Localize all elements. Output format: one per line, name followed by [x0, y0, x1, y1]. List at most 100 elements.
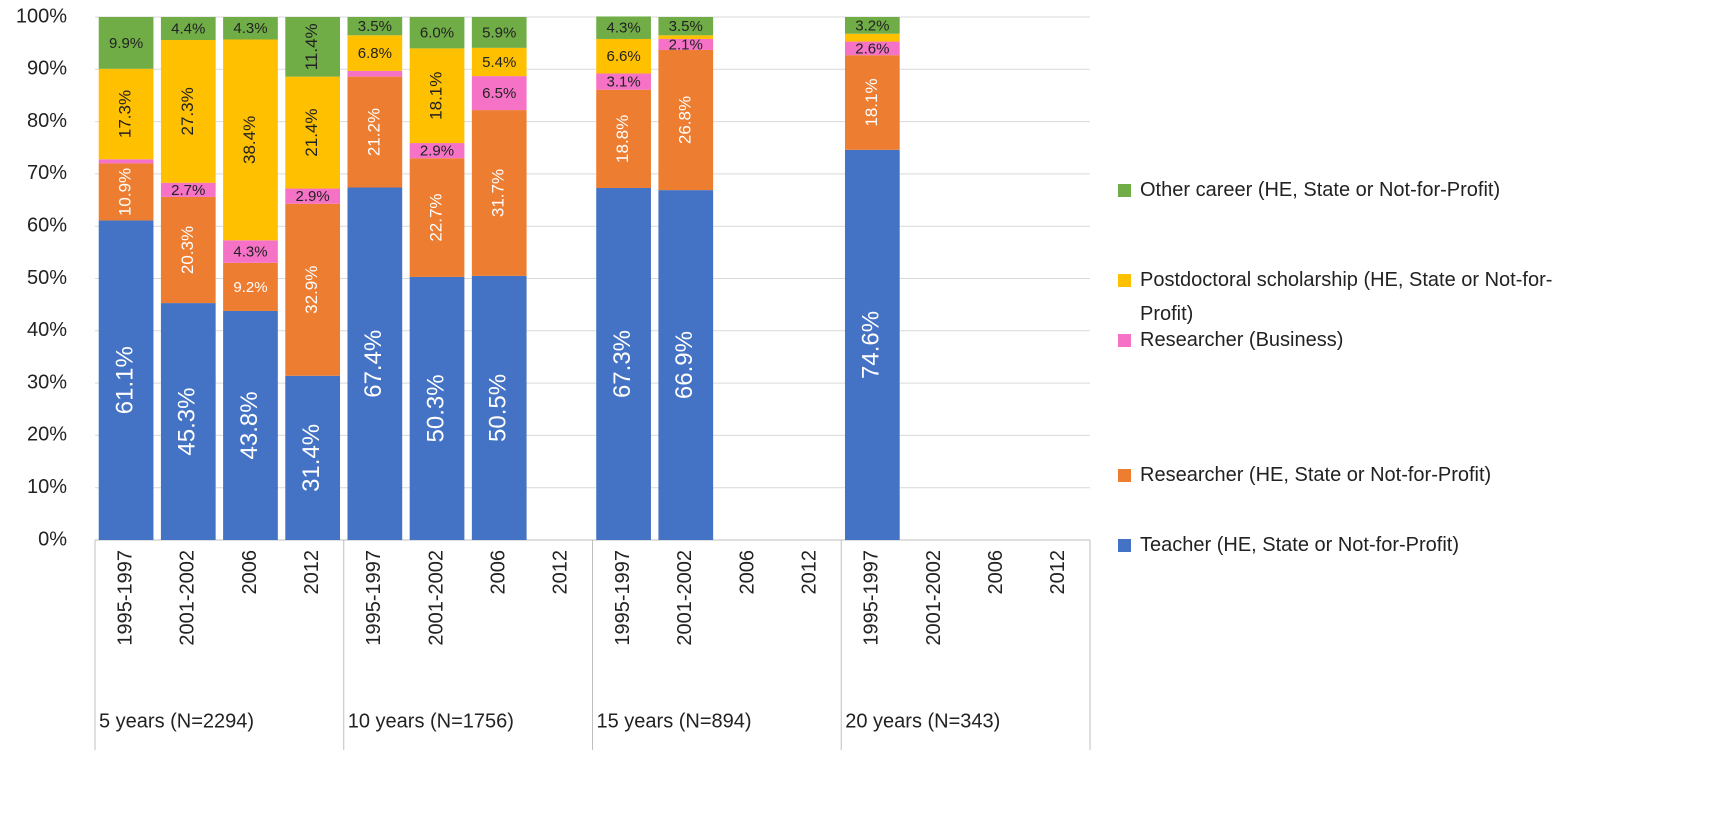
data-label: 2.9%: [296, 188, 330, 205]
x-tick-label: 2012: [798, 550, 820, 595]
x-tick-label: 2006: [985, 550, 1007, 595]
x-tick-label: 2001-2002: [923, 550, 945, 646]
y-tick-label: 100%: [16, 5, 67, 27]
data-label: 50.3%: [422, 374, 449, 442]
bar-segment: [98, 68, 154, 160]
data-label: 4.4%: [171, 20, 205, 37]
x-tick-label: 1995-1997: [861, 550, 883, 646]
x-tick-label: 1995-1997: [114, 550, 136, 646]
legend-label: Other career (HE, State or Not-for-Profi…: [1140, 179, 1501, 201]
bar-segment: [285, 375, 341, 540]
legend-item: Researcher (Business): [1118, 323, 1568, 357]
x-tick-label: 2012: [301, 550, 323, 595]
data-label: 9.9%: [109, 35, 143, 52]
x-tick-label: 2006: [239, 550, 261, 595]
x-tick-label: 2001-2002: [425, 550, 447, 646]
data-label: 10.9%: [116, 168, 135, 216]
bar-segment: [409, 17, 465, 49]
bar-segment: [347, 187, 403, 541]
y-tick-label: 90%: [27, 58, 67, 80]
legend-label: Teacher (HE, State or Not-for-Profit): [1140, 534, 1459, 556]
y-tick-label: 50%: [27, 267, 67, 289]
bar-segment: [471, 76, 527, 111]
y-tick-label: 30%: [27, 371, 67, 393]
y-tick-label: 40%: [27, 319, 67, 341]
bar-segment: [596, 188, 651, 540]
bar-segment: [658, 190, 714, 540]
data-label: 11.4%: [302, 23, 321, 70]
data-label: 27.3%: [178, 87, 197, 135]
data-label: 67.3%: [609, 330, 636, 398]
data-label: 50.5%: [485, 374, 512, 442]
bar-segment: [223, 262, 278, 311]
data-label: 6.8%: [358, 45, 392, 62]
data-label: 74.6%: [858, 311, 885, 379]
data-label: 43.8%: [236, 391, 263, 459]
y-tick-label: 10%: [27, 476, 67, 498]
data-label: 61.1%: [111, 346, 138, 414]
legend-label: Researcher (Business): [1140, 329, 1344, 351]
bar-segment: [471, 110, 527, 276]
data-label: 18.1%: [427, 72, 446, 120]
data-label: 9.2%: [233, 279, 267, 296]
bar-segment: [471, 17, 527, 48]
data-label: 22.7%: [427, 193, 446, 241]
bar-segment: [596, 16, 651, 39]
bar-segment: [347, 17, 403, 36]
bar-segment: [223, 39, 278, 241]
bar-segment: [471, 275, 527, 540]
legend-label: Postdoctoral scholarship (HE, State or N…: [1140, 269, 1553, 325]
bar-segment: [223, 310, 278, 540]
x-tick-label: 2006: [736, 550, 758, 595]
legend-label: Researcher (HE, State or Not-for-Profit): [1140, 464, 1492, 486]
x-tick-label: 1995-1997: [363, 550, 385, 646]
bar-segment: [844, 55, 900, 150]
legend-item: Postdoctoral scholarship (HE, State or N…: [1118, 263, 1568, 331]
bar-segment: [596, 89, 651, 189]
bar-segment: [844, 17, 900, 34]
bar-segment: [160, 196, 216, 304]
bar-segment: [98, 17, 154, 69]
data-label: 5.9%: [482, 24, 516, 41]
bar-segment: [285, 17, 341, 77]
bar-segment: [844, 33, 900, 42]
bar-segment: [347, 35, 403, 71]
data-label: 32.9%: [302, 266, 321, 314]
x-tick-label: 2006: [488, 550, 510, 595]
legend-swatch: [1118, 469, 1131, 482]
data-label: 66.9%: [671, 331, 698, 399]
x-tick-label: 1995-1997: [612, 550, 634, 646]
data-label: 31.7%: [489, 169, 508, 217]
bar-segment: [285, 76, 341, 189]
bar-segment: [844, 149, 900, 541]
legend-item: Researcher (HE, State or Not-for-Profit): [1118, 458, 1568, 492]
data-label: 6.5%: [482, 85, 516, 102]
data-label: 31.4%: [298, 424, 325, 492]
legend-item: Other career (HE, State or Not-for-Profi…: [1118, 173, 1568, 207]
y-tick-label: 60%: [27, 214, 67, 236]
data-label: 5.4%: [482, 54, 516, 71]
x-tick-label: 2001-2002: [674, 550, 696, 646]
bar-segment: [658, 38, 714, 50]
data-label: 67.4%: [360, 330, 387, 398]
y-tick-label: 80%: [27, 110, 67, 132]
bar-segment: [409, 276, 465, 540]
data-label: 6.0%: [420, 25, 454, 42]
data-label: 3.5%: [358, 18, 392, 35]
data-label: 17.3%: [116, 90, 135, 138]
group-label: 10 years (N=1756): [348, 710, 514, 732]
data-label: 2.7%: [171, 182, 205, 199]
data-label: 3.2%: [855, 17, 889, 34]
data-label: 18.8%: [613, 115, 632, 163]
x-tick-label: 2001-2002: [177, 550, 199, 646]
group-label: 5 years (N=2294): [99, 710, 254, 732]
bar-segment: [347, 76, 403, 188]
bar-segment: [160, 182, 216, 197]
data-label: 4.3%: [606, 20, 640, 37]
bar-segment: [409, 143, 465, 159]
data-label: 4.3%: [233, 244, 267, 261]
bar-segment: [223, 17, 278, 40]
bar-segment: [844, 41, 900, 56]
